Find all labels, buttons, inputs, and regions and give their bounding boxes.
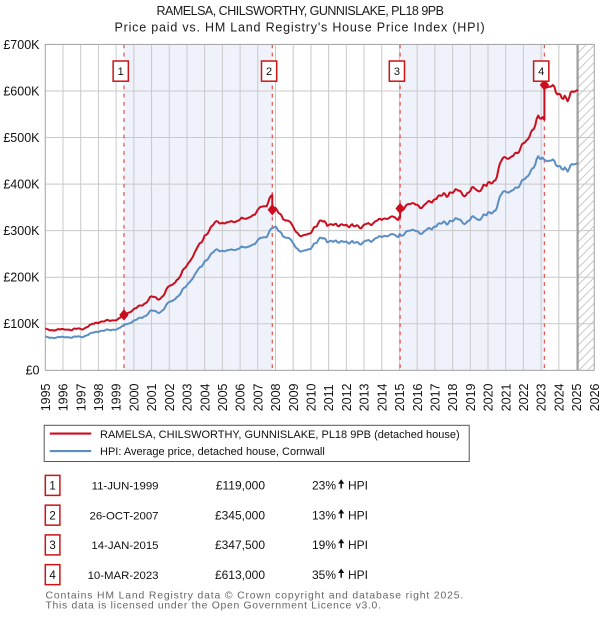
svg-text:2021: 2021 — [499, 383, 513, 411]
svg-text:2016: 2016 — [411, 383, 425, 411]
svg-text:HPI: HPI — [348, 568, 368, 582]
svg-text:2025: 2025 — [570, 383, 584, 411]
svg-text:2022: 2022 — [517, 383, 531, 411]
svg-text:14-JAN-2015: 14-JAN-2015 — [91, 540, 158, 552]
svg-text:4: 4 — [538, 66, 544, 78]
svg-text:£100K: £100K — [3, 317, 40, 331]
svg-text:2007: 2007 — [251, 383, 265, 411]
svg-text:2011: 2011 — [322, 384, 336, 411]
svg-text:This data is licensed under th: This data is licensed under the Open Gov… — [46, 601, 382, 612]
svg-text:3: 3 — [394, 66, 400, 78]
svg-text:1998: 1998 — [92, 383, 106, 411]
svg-text:2019: 2019 — [464, 383, 478, 411]
svg-text:2014: 2014 — [375, 383, 389, 411]
svg-text:10-MAR-2023: 10-MAR-2023 — [88, 570, 159, 582]
svg-text:35%: 35% — [312, 568, 336, 582]
svg-text:1: 1 — [49, 481, 55, 493]
svg-text:RAMELSA, CHILSWORTHY, GUNNISLA: RAMELSA, CHILSWORTHY, GUNNISLAKE, PL18 9… — [100, 429, 460, 441]
svg-text:2013: 2013 — [358, 383, 372, 411]
svg-text:3: 3 — [49, 540, 55, 552]
svg-text:2: 2 — [49, 510, 55, 522]
svg-text:23%: 23% — [312, 479, 336, 493]
svg-text:13%: 13% — [312, 508, 336, 522]
svg-text:2012: 2012 — [340, 383, 354, 411]
svg-text:2015: 2015 — [393, 383, 407, 411]
svg-text:HPI: HPI — [348, 479, 368, 493]
svg-text:2001: 2001 — [145, 383, 159, 411]
svg-text:2: 2 — [266, 66, 272, 78]
svg-text:1999: 1999 — [110, 383, 124, 411]
svg-text:£613,000: £613,000 — [215, 568, 265, 582]
svg-text:£400K: £400K — [3, 177, 40, 191]
svg-text:2017: 2017 — [428, 383, 442, 411]
svg-text:£345,000: £345,000 — [215, 508, 265, 522]
svg-text:2008: 2008 — [269, 383, 283, 411]
svg-text:£300K: £300K — [3, 224, 40, 238]
svg-text:4: 4 — [49, 570, 56, 582]
svg-text:1997: 1997 — [74, 383, 88, 411]
svg-text:2002: 2002 — [163, 383, 177, 411]
svg-text:2010: 2010 — [305, 383, 319, 411]
svg-text:26-OCT-2007: 26-OCT-2007 — [89, 510, 158, 522]
svg-text:Price paid vs. HM Land Registr: Price paid vs. HM Land Registry's House … — [114, 21, 485, 35]
svg-text:11-JUN-1999: 11-JUN-1999 — [92, 481, 159, 493]
svg-text:2026: 2026 — [588, 383, 600, 411]
svg-text:1996: 1996 — [57, 383, 71, 411]
svg-text:2023: 2023 — [535, 383, 549, 411]
svg-text:Contains HM Land Registry data: Contains HM Land Registry data © Crown c… — [46, 590, 465, 601]
svg-text:HPI: HPI — [348, 508, 368, 522]
svg-text:£600K: £600K — [3, 84, 40, 98]
svg-text:2005: 2005 — [216, 383, 230, 411]
svg-text:£200K: £200K — [3, 271, 40, 285]
svg-text:£347,500: £347,500 — [215, 538, 265, 552]
svg-text:£0: £0 — [26, 364, 40, 378]
svg-text:2024: 2024 — [552, 383, 566, 411]
svg-text:19%: 19% — [312, 538, 336, 552]
svg-text:2004: 2004 — [198, 383, 212, 411]
svg-text:£119,000: £119,000 — [216, 479, 265, 493]
svg-text:1995: 1995 — [39, 383, 53, 411]
svg-text:1: 1 — [118, 66, 124, 78]
svg-text:HPI: HPI — [348, 538, 368, 552]
svg-text:2006: 2006 — [234, 383, 248, 411]
svg-text:2009: 2009 — [287, 383, 301, 411]
svg-text:2018: 2018 — [446, 383, 460, 411]
svg-text:2003: 2003 — [181, 383, 195, 411]
svg-text:HPI: Average price, detached h: HPI: Average price, detached house, Corn… — [100, 446, 325, 458]
svg-text:2020: 2020 — [482, 383, 496, 411]
svg-text:£700K: £700K — [3, 38, 40, 52]
svg-text:2000: 2000 — [127, 383, 141, 411]
svg-text:RAMELSA, CHILSWORTHY, GUNNISLA: RAMELSA, CHILSWORTHY, GUNNISLAKE, PL18 9… — [157, 4, 444, 18]
svg-text:£500K: £500K — [3, 131, 40, 145]
